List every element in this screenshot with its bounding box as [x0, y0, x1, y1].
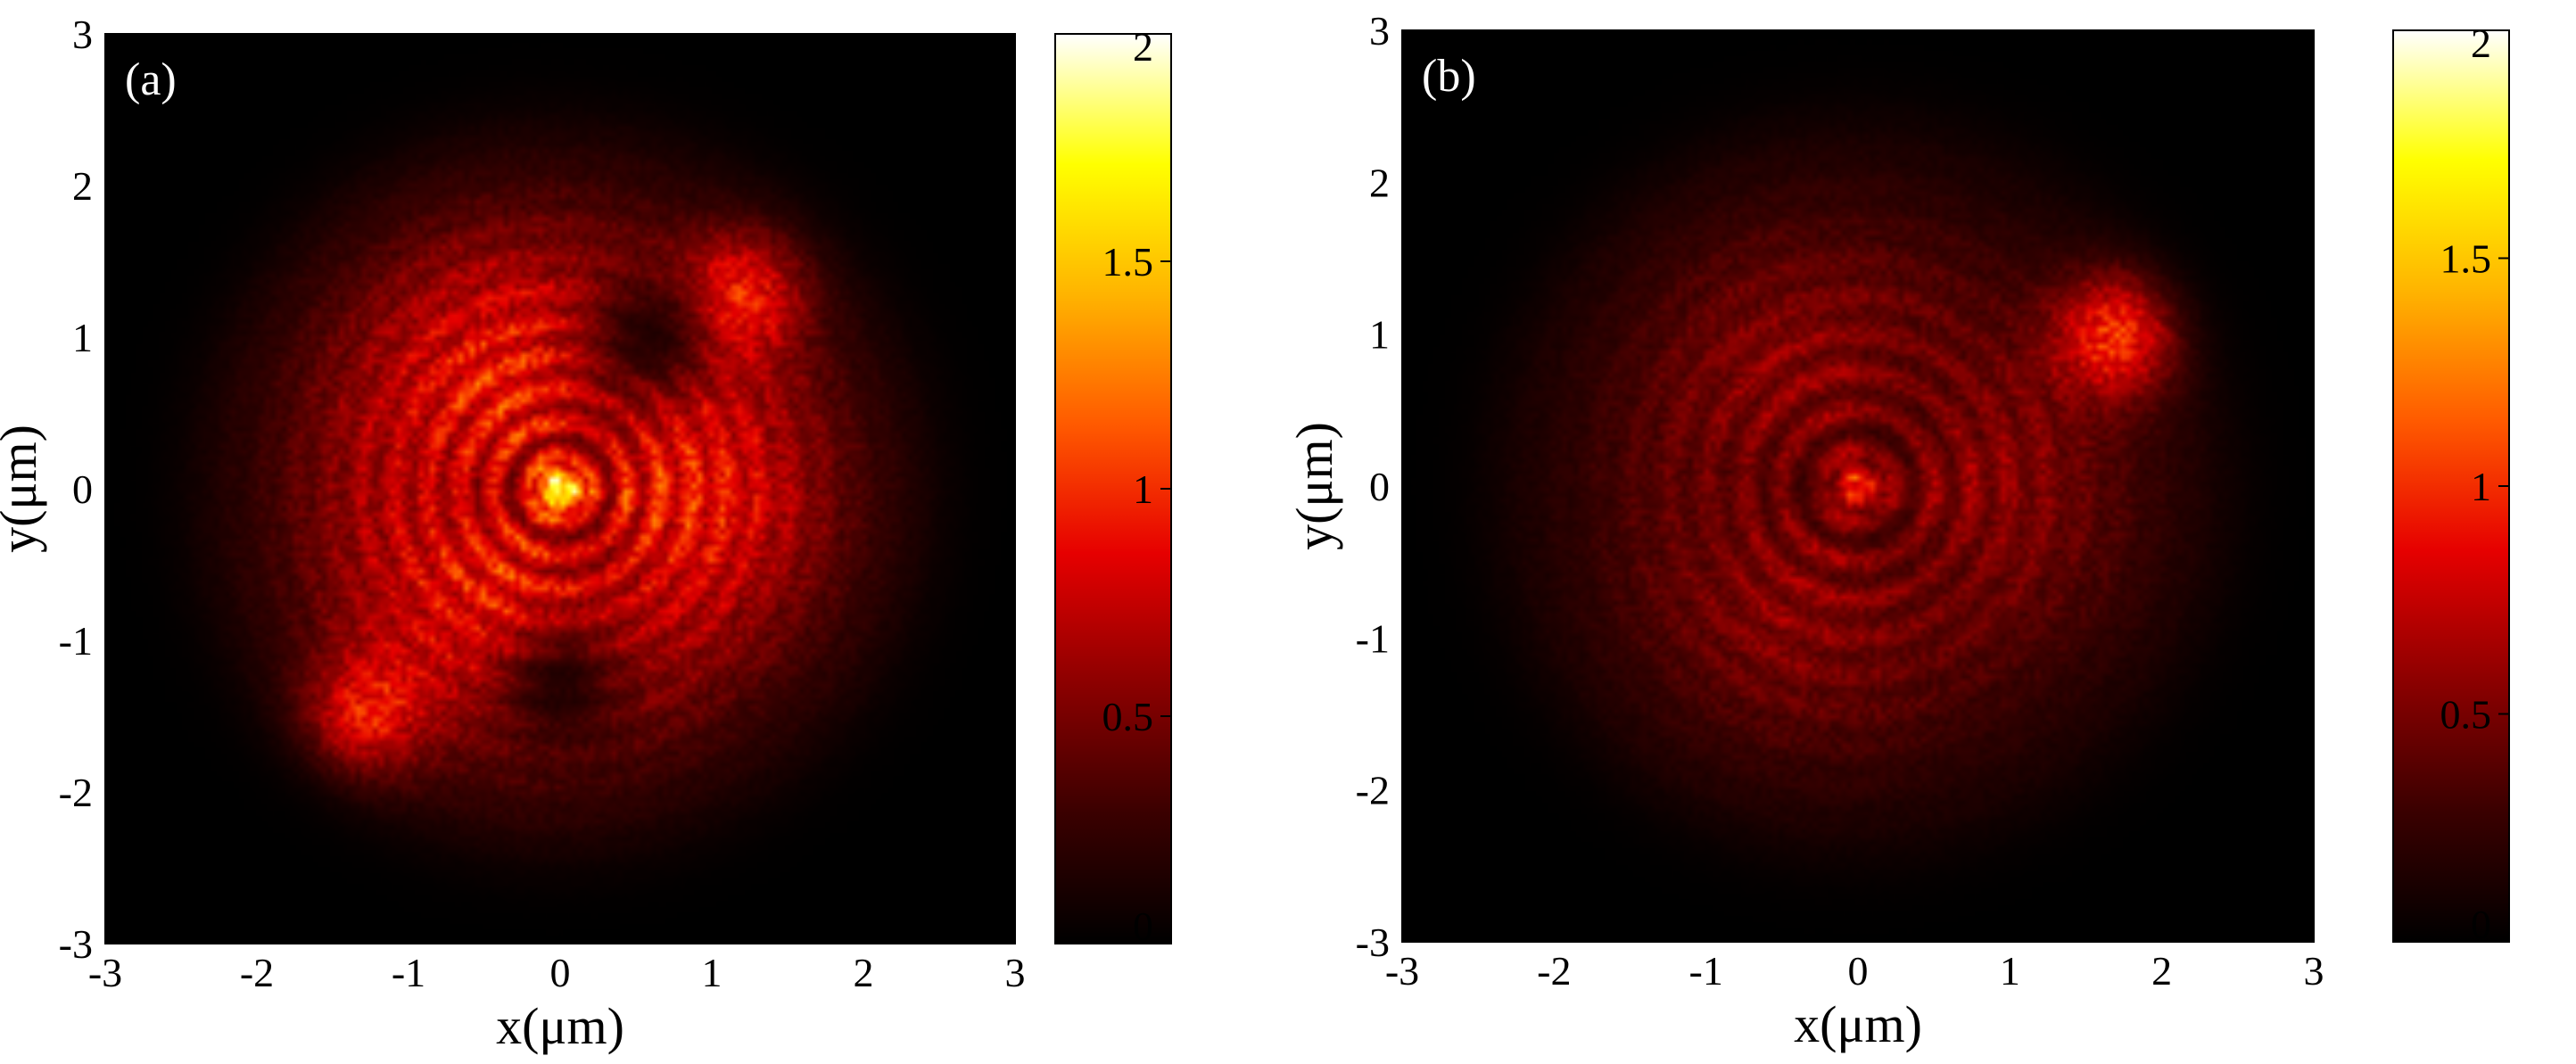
y-tick-label: 1 [72, 315, 93, 360]
colorbar-tick-label: 0.5 [2440, 692, 2492, 738]
colorbar-tick-label: 0.5 [1102, 694, 1154, 739]
x-tick-label: 0 [1848, 948, 1869, 994]
y-tick-label: 2 [1369, 160, 1390, 205]
y-tick-label: -1 [1356, 615, 1390, 661]
y-axis-label: y(μm) [1285, 422, 1343, 550]
y-tick-label: 3 [1369, 8, 1390, 54]
x-tick-label: -2 [240, 950, 274, 995]
panel-b: (b) -3 -2 -1 0 1 2 3 3 2 1 0 -1 -2 -3 x(μm) y(μm) 2 1.5 1 0.… [1285, 8, 2510, 1053]
x-tick-label: 1 [702, 950, 722, 995]
y-tick-label: -2 [1356, 768, 1390, 813]
x-axis-label: x(μm) [496, 997, 624, 1055]
y-tick-label: -2 [59, 770, 93, 815]
x-tick-label: -1 [392, 950, 425, 995]
y-tick-label: 3 [72, 12, 93, 57]
y-tick-label: -3 [1356, 920, 1390, 965]
panel-a: (a) -3 -2 -1 0 1 2 3 3 2 1 0 -1 -2 -3 x(μm) y(μm) 2 1.5 1 0.… [0, 12, 1172, 1055]
x-tick-label: 2 [2151, 948, 2172, 994]
x-tick-label: -1 [1689, 948, 1723, 994]
colorbar-tick-label: 1.5 [2440, 236, 2492, 282]
y-axis-label: y(μm) [0, 425, 47, 553]
panel-label: (a) [125, 54, 177, 105]
colorbar-tick-label: 2 [2471, 21, 2491, 66]
colorbar-tick-label: 1 [1133, 466, 1153, 512]
y-tick-label: -3 [59, 921, 93, 967]
x-axis-label: x(μm) [1794, 995, 1922, 1053]
x-tick-label: 3 [1005, 950, 1026, 995]
colorbar [2392, 29, 2510, 943]
x-tick-label: 2 [854, 950, 874, 995]
x-tick-label: -3 [1385, 948, 1419, 994]
y-tick-label: 2 [72, 163, 93, 209]
heatmap-image [105, 34, 1015, 944]
y-tick-label: -1 [59, 618, 93, 664]
x-tick-label: -2 [1537, 948, 1571, 994]
panel-label: (b) [1422, 51, 1476, 102]
y-tick-label: 0 [72, 466, 93, 512]
x-tick-label: 0 [550, 950, 571, 995]
y-tick-label: 1 [1369, 312, 1390, 358]
colorbar-tick-label: 0 [1133, 903, 1153, 949]
y-tick-label: 0 [1369, 464, 1390, 509]
x-tick-label: -3 [88, 950, 122, 995]
colorbar-tick-label: 1.5 [1102, 239, 1154, 285]
colorbar-tick-label: 1 [2471, 464, 2491, 509]
colorbar-tick-label: 2 [1133, 24, 1153, 70]
heatmap-image [1402, 30, 2314, 942]
colorbar [1054, 33, 1172, 944]
colorbar-tick-label: 0 [2471, 902, 2491, 947]
x-tick-label: 1 [2000, 948, 2020, 994]
x-tick-label: 3 [2304, 948, 2324, 994]
